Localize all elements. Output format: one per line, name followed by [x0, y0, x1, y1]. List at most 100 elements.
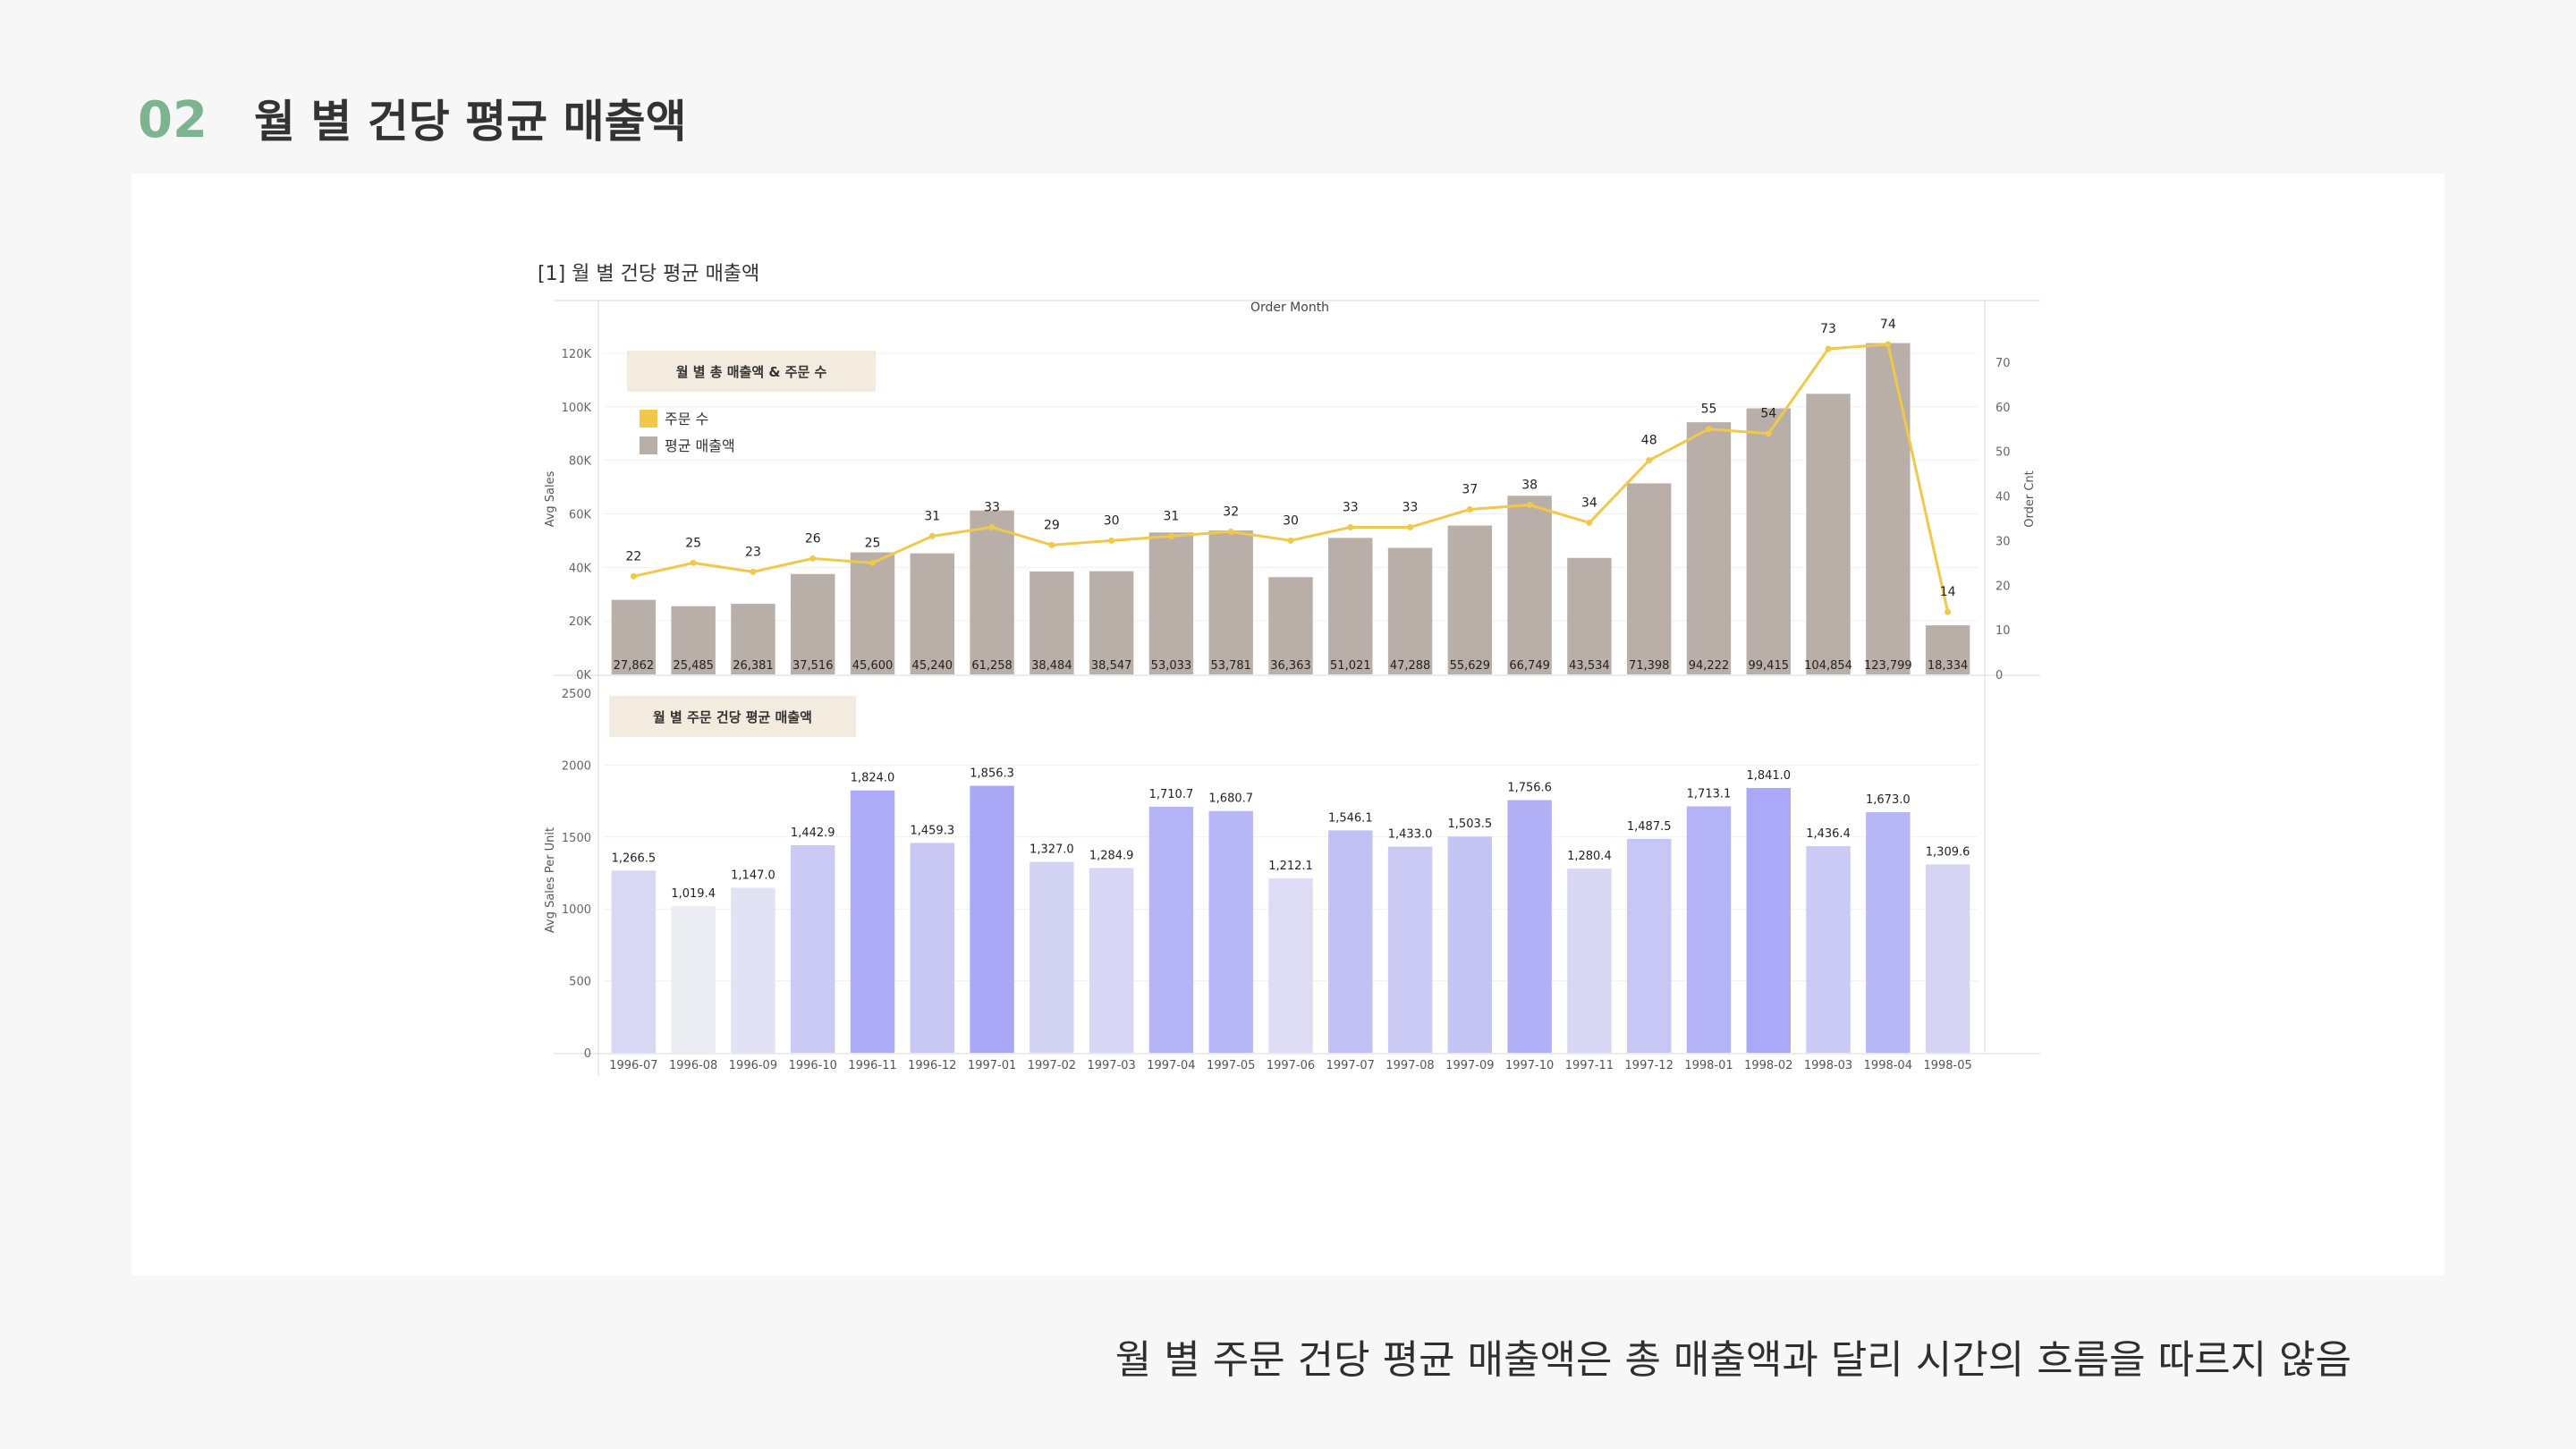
order-count-point: [988, 523, 996, 530]
sales-bar: [1746, 408, 1791, 674]
bottom-tick-label: 2000: [562, 759, 591, 773]
order-count-point: [928, 532, 936, 539]
per-unit-bar: [850, 790, 895, 1053]
sales-bar: [1089, 571, 1134, 674]
bottom-tick-label: 1000: [562, 903, 591, 917]
sales-bar-label: 43,534: [1569, 659, 1610, 673]
per-unit-bar-label: 1,856.3: [970, 767, 1014, 781]
x-tick-label: 1996-07: [609, 1059, 657, 1072]
x-tick-label: 1998-02: [1744, 1059, 1792, 1072]
bottom-legend-title-box: [609, 696, 856, 737]
per-unit-bar-label: 1,147.0: [731, 869, 775, 883]
per-unit-bar-label: 1,436.4: [1806, 827, 1851, 841]
per-unit-bar-label: 1,841.0: [1746, 769, 1791, 783]
sales-bar: [611, 599, 657, 674]
order-count-point: [1885, 341, 1892, 348]
sales-bar-label: 25,485: [673, 659, 714, 673]
per-unit-bar: [731, 887, 775, 1053]
per-unit-bar: [1626, 838, 1672, 1053]
order-count-label: 23: [745, 545, 761, 559]
x-tick-label: 1996-08: [669, 1059, 717, 1072]
order-count-label: 22: [625, 549, 641, 564]
sales-bar-label: 104,854: [1804, 659, 1852, 673]
per-unit-bar-label: 1,546.1: [1328, 811, 1373, 825]
order-count-label: 30: [1283, 513, 1299, 528]
legend-item-label: 평균 매출액: [665, 437, 735, 454]
sales-bar-label: 53,033: [1151, 659, 1192, 673]
sales-bar: [1686, 422, 1732, 674]
order-count-point: [690, 559, 697, 566]
x-tick-label: 1997-02: [1028, 1059, 1076, 1072]
order-count-label: 32: [1223, 504, 1239, 519]
per-unit-bar: [611, 870, 657, 1053]
legend-swatch: [640, 436, 657, 454]
per-unit-bar: [970, 785, 1014, 1053]
per-unit-bar-label: 1,309.6: [1926, 845, 1970, 859]
right-tick-label: 40: [1996, 491, 2011, 504]
order-count-label: 37: [1462, 482, 1478, 496]
sales-bar-label: 66,749: [1509, 659, 1550, 673]
order-count-point: [869, 559, 877, 566]
bottom-tick-label: 500: [569, 976, 591, 989]
sales-bar: [1328, 538, 1373, 674]
left-tick-label: 60K: [569, 508, 592, 521]
bottom-legend-title: 월 별 주문 건당 평균 매출액: [653, 709, 812, 725]
order-count-point: [1466, 505, 1473, 513]
x-tick-label: 1997-11: [1565, 1059, 1614, 1072]
sales-bar-label: 71,398: [1629, 659, 1670, 673]
bottom-tick-label: 2500: [562, 688, 591, 701]
chart-title: [1] 월 별 건당 평균 매출액: [538, 263, 759, 285]
section-header: 02 월 별 건당 평균 매출액: [138, 86, 687, 150]
order-count-point: [630, 572, 637, 580]
order-count-label: 25: [865, 536, 881, 550]
order-count-label: 14: [1940, 585, 1956, 599]
per-unit-bar-label: 1,266.5: [612, 852, 657, 865]
sales-bar: [1626, 483, 1672, 674]
sales-bar-label: 45,600: [852, 659, 894, 673]
insight-caption: 월 별 주문 건당 평균 매출액은 총 매출액과 달리 시간의 흐름을 따르지 …: [1114, 1337, 2351, 1383]
per-unit-bar-label: 1,459.3: [910, 824, 954, 837]
sales-bar-label: 45,240: [912, 659, 953, 673]
order-count-point: [1526, 502, 1533, 509]
per-unit-bar: [1447, 836, 1493, 1053]
per-unit-bar-label: 1,280.4: [1567, 850, 1612, 863]
sales-bar: [1148, 532, 1194, 674]
order-count-point: [1407, 523, 1414, 530]
order-count-point: [1945, 608, 1952, 615]
per-unit-bar: [791, 844, 835, 1053]
order-count-label: 33: [1402, 500, 1419, 514]
order-count-label: 30: [1104, 513, 1120, 528]
order-count-label: 74: [1880, 318, 1896, 332]
per-unit-bar: [910, 843, 955, 1053]
x-tick-label: 1997-05: [1207, 1059, 1255, 1072]
right-tick-label: 50: [1996, 446, 2011, 460]
per-unit-bar: [1507, 800, 1552, 1053]
bottom-tick-label: 1500: [562, 832, 591, 845]
per-unit-bar-label: 1,756.6: [1507, 782, 1552, 795]
sales-bar: [1925, 625, 1970, 674]
x-tick-label: 1996-09: [729, 1059, 777, 1072]
bottom-tick-label: 0: [584, 1047, 591, 1061]
per-unit-bar: [1686, 806, 1732, 1053]
sales-bar: [1806, 394, 1851, 674]
x-tick-label: 1998-05: [1923, 1059, 1971, 1072]
combo-chart: [1] 월 별 건당 평균 매출액 Order Month 27,862 25,4…: [538, 263, 2040, 1076]
order-count-label: 31: [1164, 509, 1180, 523]
sales-bar-label: 26,381: [733, 659, 774, 673]
per-unit-bar-label: 1,680.7: [1208, 792, 1253, 806]
right-tick-label: 60: [1996, 402, 2011, 415]
order-count-label: 25: [685, 536, 701, 550]
per-unit-bar: [1866, 811, 1911, 1053]
legend-swatch: [640, 410, 657, 428]
sales-bar: [1268, 577, 1313, 674]
per-unit-bar: [1089, 868, 1134, 1053]
sales-bar-label: 55,629: [1450, 659, 1491, 673]
order-count-point: [1765, 430, 1772, 437]
sales-bar-label: 94,222: [1689, 659, 1730, 673]
sales-bar-label: 38,484: [1031, 659, 1072, 673]
left-tick-label: 20K: [569, 615, 592, 629]
sales-bar-label: 27,862: [614, 659, 655, 673]
left-tick-label: 100K: [562, 402, 592, 415]
sales-bar: [910, 553, 955, 674]
order-count-point: [1646, 457, 1653, 464]
